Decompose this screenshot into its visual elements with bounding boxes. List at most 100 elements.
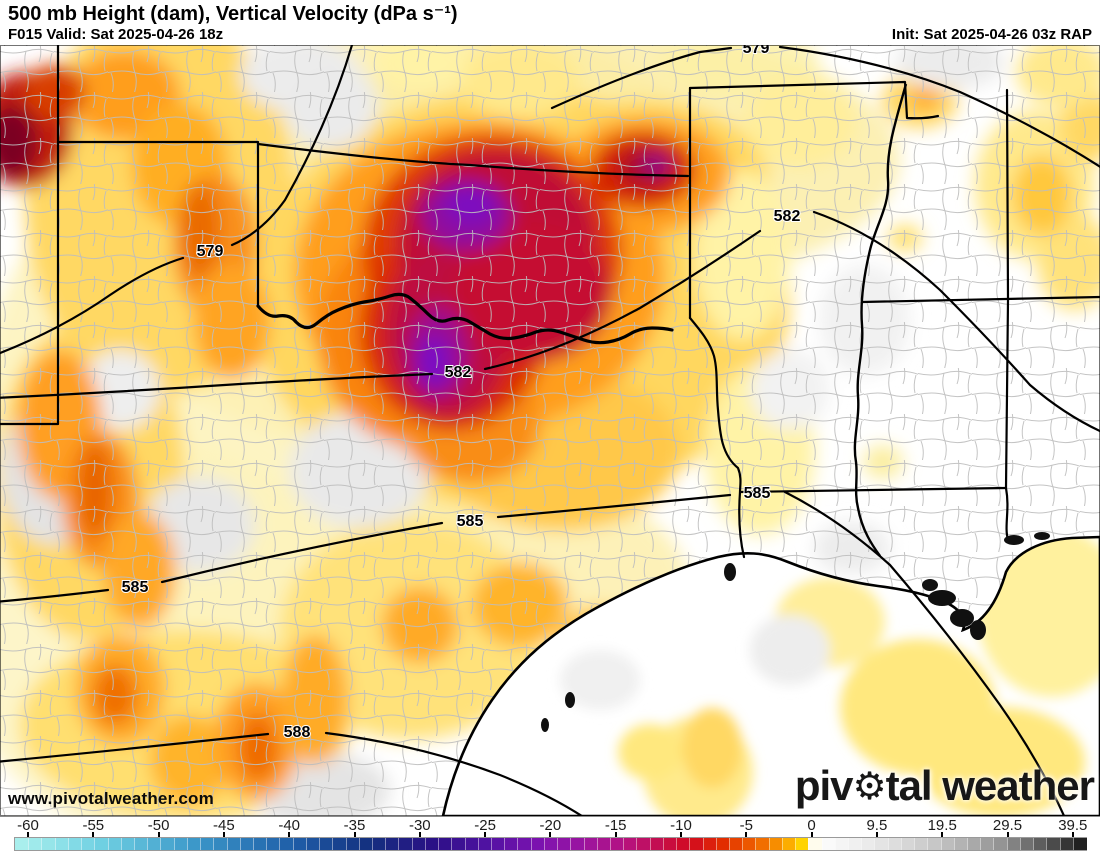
- colorbar-cell: [200, 838, 215, 850]
- colorbar-cell: [292, 838, 308, 850]
- contour-label-579-west: 579: [197, 243, 224, 260]
- header: 500 mb Height (dam), Vertical Velocity (…: [0, 0, 1100, 45]
- colorbar-cell: [319, 838, 334, 850]
- state-borders: [0, 43, 1100, 559]
- contour-label-582-west: 582: [445, 364, 472, 381]
- colorbar-tick-label: -55: [82, 817, 105, 834]
- colorbar-cell: [517, 838, 533, 850]
- colorbar-cell: [821, 838, 837, 850]
- red-river: [256, 292, 674, 345]
- colorbar-cell: [848, 838, 863, 850]
- colorbar-cell: [120, 838, 136, 850]
- colorbar-tick-label: -10: [670, 817, 692, 834]
- colorbar-cell: [953, 838, 969, 850]
- colorbar-tick-mark: [549, 832, 552, 838]
- colorbar-tick-mark: [941, 832, 944, 838]
- colorbar-tick-label: 19.5: [927, 817, 957, 834]
- colorbar-tick-label: -40: [278, 817, 301, 834]
- colorbar-cell: [768, 838, 784, 850]
- colorbar-cell: [900, 838, 916, 850]
- colorbar-cell: [1019, 838, 1035, 850]
- watermark-url: www.pivotalweather.com: [8, 789, 214, 808]
- colorbar-tick-mark: [810, 832, 813, 838]
- weather-map: 579 579 582 582 585 585 585 588: [0, 5, 1100, 840]
- colorbar-cell: [1072, 838, 1088, 850]
- colorbar-tick-mark: [92, 832, 95, 838]
- colorbar-tick-mark: [1006, 832, 1009, 838]
- colorbar-tick-mark: [288, 832, 291, 838]
- colorbar-cell: [41, 838, 57, 850]
- colorbar-cell: [795, 838, 810, 850]
- colorbar-cell: [662, 838, 678, 850]
- colorbar-tick-label: 29.5: [992, 817, 1023, 834]
- colorbar-cell: [385, 838, 400, 850]
- colorbar-cell: [702, 838, 718, 850]
- colorbar-cell: [305, 838, 321, 850]
- colorbar-cell: [186, 838, 202, 850]
- colorbar-cell: [372, 838, 387, 850]
- colorbar-cell: [54, 838, 70, 850]
- colorbar-tick-label: 0: [807, 817, 816, 834]
- gulf-shading: [560, 537, 1100, 816]
- colorbar-cell: [464, 838, 480, 850]
- colorbar-cell: [438, 838, 453, 850]
- colorbar-cell: [610, 838, 625, 850]
- colorbar-tick-label: -15: [604, 817, 627, 834]
- colorbar-cell: [491, 838, 506, 850]
- height-contours: [0, 43, 1100, 820]
- colorbar-cell: [451, 838, 466, 850]
- weather-map-svg: 579 579 582 582 585 585 585 588: [0, 5, 1100, 840]
- colorbar-tick-label: -35: [343, 817, 366, 834]
- colorbar-cell: [160, 838, 176, 850]
- logo-text-pre: piv: [794, 762, 854, 809]
- colorbar-tick-mark: [418, 832, 421, 838]
- colorbar-tick-label: -5: [739, 817, 753, 834]
- colorbar-cell: [147, 838, 162, 850]
- colorbar-tick-mark: [745, 832, 748, 838]
- colorbar-cell: [861, 838, 876, 850]
- colorbar-cell: [253, 838, 268, 850]
- init-time-label: Init: Sat 2025-04-26 03z RAP: [891, 26, 1092, 43]
- colorbar: -60 -55 -50 -45 -40 -35 -30 -25 -20 -15 -10 -5 0 9.5 1…: [0, 816, 1100, 851]
- colorbar-cell: [107, 838, 123, 850]
- colorbar-tick-mark: [353, 832, 356, 838]
- colorbar-cell: [755, 838, 771, 850]
- colorbar-cell: [993, 838, 1009, 850]
- colorbar-cell: [729, 838, 744, 850]
- contour-label-582-east: 582: [774, 208, 801, 225]
- colorbar-tick-mark: [484, 832, 487, 838]
- colorbar-cell: [557, 838, 572, 850]
- colorbar-cell: [332, 838, 347, 850]
- colorbar-tick-mark: [875, 832, 878, 838]
- contour-label-585-mid: 585: [457, 513, 484, 530]
- colorbar-cell: [504, 838, 519, 850]
- colorbar-tick-label: -25: [474, 817, 496, 834]
- colorbar-cell: [543, 838, 559, 850]
- colorbar-cell: [676, 838, 691, 850]
- colorbar-cell: [689, 838, 704, 850]
- colorbar-tick-label: -30: [408, 817, 431, 834]
- colorbar-cell: [279, 838, 295, 850]
- colorbar-cell: [808, 838, 823, 850]
- colorbar-tick-label: -60: [17, 817, 39, 834]
- colorbar-cell: [134, 838, 149, 850]
- colorbar-cell: [266, 838, 281, 850]
- colorbar-cell: [1046, 838, 1061, 850]
- mississippi-river: [853, 83, 908, 557]
- contour-label-588: 588: [284, 724, 311, 741]
- colorbar-cell: [81, 838, 96, 850]
- colorbar-cell: [345, 838, 361, 850]
- colorbar-tick-mark: [680, 832, 682, 838]
- colorbar-cell: [173, 838, 189, 850]
- colorbar-cell: [530, 838, 546, 850]
- contour-label-585-west: 585: [122, 579, 149, 596]
- colorbar-cell: [927, 838, 942, 850]
- colorbar-cell: [94, 838, 109, 850]
- colorbar-tick-mark: [157, 832, 160, 838]
- colorbar-cell: [781, 838, 797, 850]
- colorbar-cell: [398, 838, 414, 850]
- colorbar-cell: [570, 838, 585, 850]
- colorbar-cell: [887, 838, 903, 850]
- colorbar-cell: [1059, 838, 1075, 850]
- colorbar-cell: [874, 838, 890, 850]
